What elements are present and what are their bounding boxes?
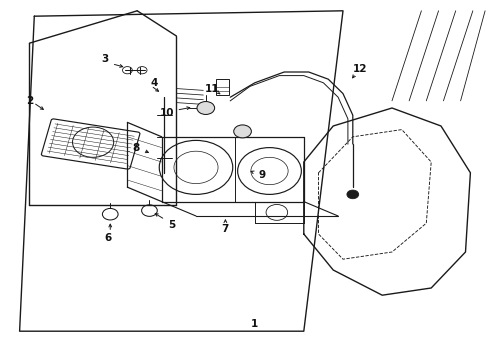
Circle shape [142, 205, 157, 216]
Bar [216, 79, 229, 95]
Circle shape [347, 190, 359, 199]
Text: 4: 4 [150, 78, 158, 88]
Circle shape [197, 102, 215, 114]
Text: 12: 12 [353, 64, 368, 74]
Circle shape [102, 208, 118, 220]
Circle shape [137, 67, 147, 74]
Circle shape [122, 67, 132, 74]
Text: 5: 5 [168, 220, 175, 230]
Text: 9: 9 [259, 170, 266, 180]
Text: 6: 6 [104, 233, 111, 243]
Text: 10: 10 [159, 108, 174, 118]
Text: 1: 1 [251, 319, 258, 329]
Circle shape [234, 125, 251, 138]
Text: 3: 3 [102, 54, 109, 64]
Text: 8: 8 [133, 143, 140, 153]
Text: 11: 11 [204, 84, 219, 94]
Text: 2: 2 [26, 96, 33, 106]
Text: 7: 7 [221, 224, 229, 234]
